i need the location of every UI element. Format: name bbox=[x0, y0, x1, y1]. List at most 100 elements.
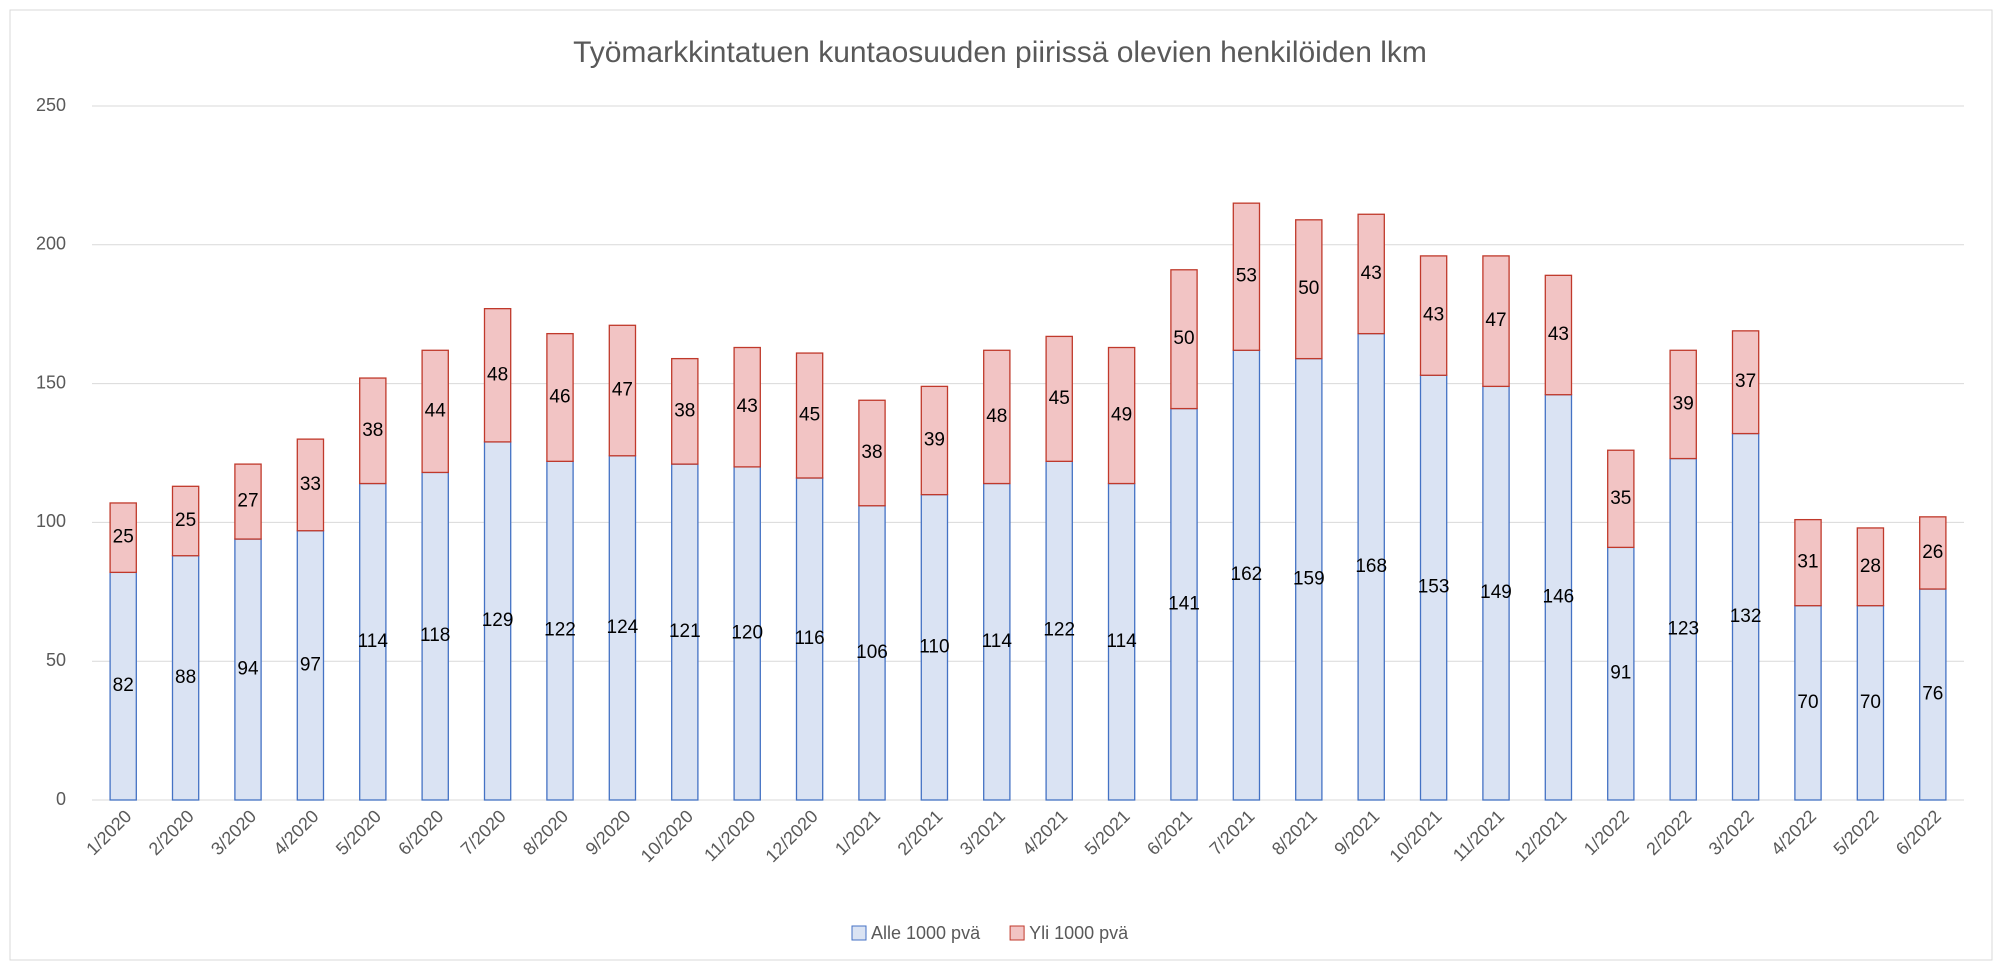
data-label: 48 bbox=[986, 406, 1007, 427]
bar-segment bbox=[1607, 546, 1635, 801]
data-label: 114 bbox=[1106, 631, 1137, 652]
data-label: 27 bbox=[237, 491, 258, 512]
bar-segment bbox=[983, 482, 1011, 801]
data-label: 48 bbox=[487, 364, 508, 385]
y-tick-label: 0 bbox=[56, 789, 66, 809]
bar-segment bbox=[1856, 527, 1885, 607]
bar-segment bbox=[296, 438, 325, 532]
chart-title: Työmarkkintatuen kuntaosuuden piirissä o… bbox=[573, 36, 1427, 69]
data-label: 37 bbox=[1735, 371, 1756, 392]
y-tick-label: 150 bbox=[36, 372, 66, 392]
bar-segment bbox=[983, 349, 1011, 485]
bar-segment bbox=[1107, 482, 1136, 801]
data-label: 149 bbox=[1480, 582, 1512, 603]
bar-segment bbox=[1731, 432, 1760, 801]
data-label: 43 bbox=[1361, 263, 1382, 284]
data-label: 110 bbox=[919, 636, 949, 657]
data-label: 38 bbox=[362, 420, 383, 441]
data-label: 26 bbox=[1922, 542, 1943, 563]
bar-segment bbox=[671, 357, 699, 465]
data-label: 141 bbox=[1168, 593, 1200, 614]
bar-segment bbox=[858, 399, 886, 507]
bar-segment bbox=[359, 377, 387, 485]
data-label: 44 bbox=[425, 400, 447, 421]
bar-segment bbox=[920, 493, 949, 801]
data-label: 118 bbox=[420, 625, 450, 646]
data-label: 43 bbox=[1548, 324, 1569, 345]
bar-segment bbox=[234, 538, 262, 801]
data-label: 97 bbox=[300, 654, 321, 675]
data-label: 47 bbox=[1485, 310, 1506, 331]
data-label: 88 bbox=[175, 667, 196, 688]
data-label: 35 bbox=[1610, 488, 1631, 509]
bar-segment bbox=[1919, 588, 1947, 801]
bar-segment bbox=[1544, 274, 1573, 396]
legend-label: Yli 1000 pvä bbox=[1029, 923, 1129, 943]
bar-segment bbox=[1357, 332, 1385, 801]
data-label: 106 bbox=[856, 642, 888, 663]
data-label: 39 bbox=[924, 430, 945, 451]
data-label: 45 bbox=[1049, 388, 1070, 409]
data-label: 50 bbox=[1173, 328, 1194, 349]
bar-segment bbox=[608, 324, 637, 457]
bar-segment bbox=[421, 349, 449, 474]
data-label: 25 bbox=[175, 510, 196, 531]
data-label: 114 bbox=[358, 631, 389, 652]
data-label: 45 bbox=[799, 405, 820, 426]
bar-segment bbox=[234, 463, 262, 540]
bar-segment bbox=[483, 441, 512, 801]
bar-segment bbox=[171, 485, 200, 557]
data-label: 168 bbox=[1355, 556, 1387, 577]
bar-segment bbox=[109, 502, 137, 574]
data-label: 122 bbox=[544, 620, 576, 641]
legend-label: Alle 1000 pvä bbox=[871, 923, 981, 943]
bar-segment bbox=[421, 471, 449, 801]
bar-segment bbox=[1919, 516, 1947, 590]
bar-segment bbox=[733, 466, 761, 801]
data-label: 46 bbox=[549, 386, 570, 407]
data-label: 120 bbox=[731, 622, 763, 643]
data-label: 116 bbox=[794, 628, 824, 649]
bar-segment bbox=[359, 482, 387, 801]
data-label: 122 bbox=[1043, 620, 1075, 641]
legend-swatch bbox=[851, 925, 867, 941]
bar-segment bbox=[1107, 346, 1136, 485]
data-label: 25 bbox=[113, 527, 134, 548]
data-label: 159 bbox=[1293, 568, 1325, 589]
bar-segment bbox=[546, 460, 574, 801]
y-tick-label: 50 bbox=[46, 650, 66, 670]
data-label: 49 bbox=[1111, 405, 1132, 426]
data-label: 28 bbox=[1860, 556, 1881, 577]
bar-segment bbox=[1419, 255, 1448, 376]
y-tick-label: 250 bbox=[36, 95, 66, 115]
data-label: 50 bbox=[1298, 278, 1319, 299]
bar-segment bbox=[1419, 374, 1448, 801]
data-label: 53 bbox=[1236, 266, 1257, 287]
data-label: 129 bbox=[482, 610, 514, 631]
data-label: 31 bbox=[1797, 552, 1818, 573]
y-tick-label: 100 bbox=[36, 511, 66, 531]
data-label: 124 bbox=[607, 617, 639, 638]
data-label: 47 bbox=[612, 380, 633, 401]
bar-segment bbox=[1607, 449, 1635, 549]
data-label: 43 bbox=[737, 396, 758, 417]
bar-segment bbox=[1669, 349, 1697, 460]
bar-segment bbox=[1295, 357, 1323, 801]
bar-segment bbox=[109, 571, 137, 801]
bar-segment bbox=[1482, 255, 1510, 388]
bar-segment bbox=[1232, 349, 1261, 801]
data-label: 132 bbox=[1730, 606, 1762, 627]
bar-segment bbox=[733, 346, 761, 468]
legend-swatch bbox=[1009, 925, 1025, 941]
bar-segment bbox=[1232, 202, 1261, 351]
data-label: 38 bbox=[861, 442, 882, 463]
bar-segment bbox=[546, 332, 574, 462]
data-label: 39 bbox=[1673, 393, 1694, 414]
bar-segment bbox=[1731, 330, 1760, 435]
data-label: 91 bbox=[1610, 663, 1631, 684]
data-label: 38 bbox=[674, 400, 695, 421]
data-label: 121 bbox=[669, 621, 701, 642]
bar-segment bbox=[296, 530, 325, 801]
